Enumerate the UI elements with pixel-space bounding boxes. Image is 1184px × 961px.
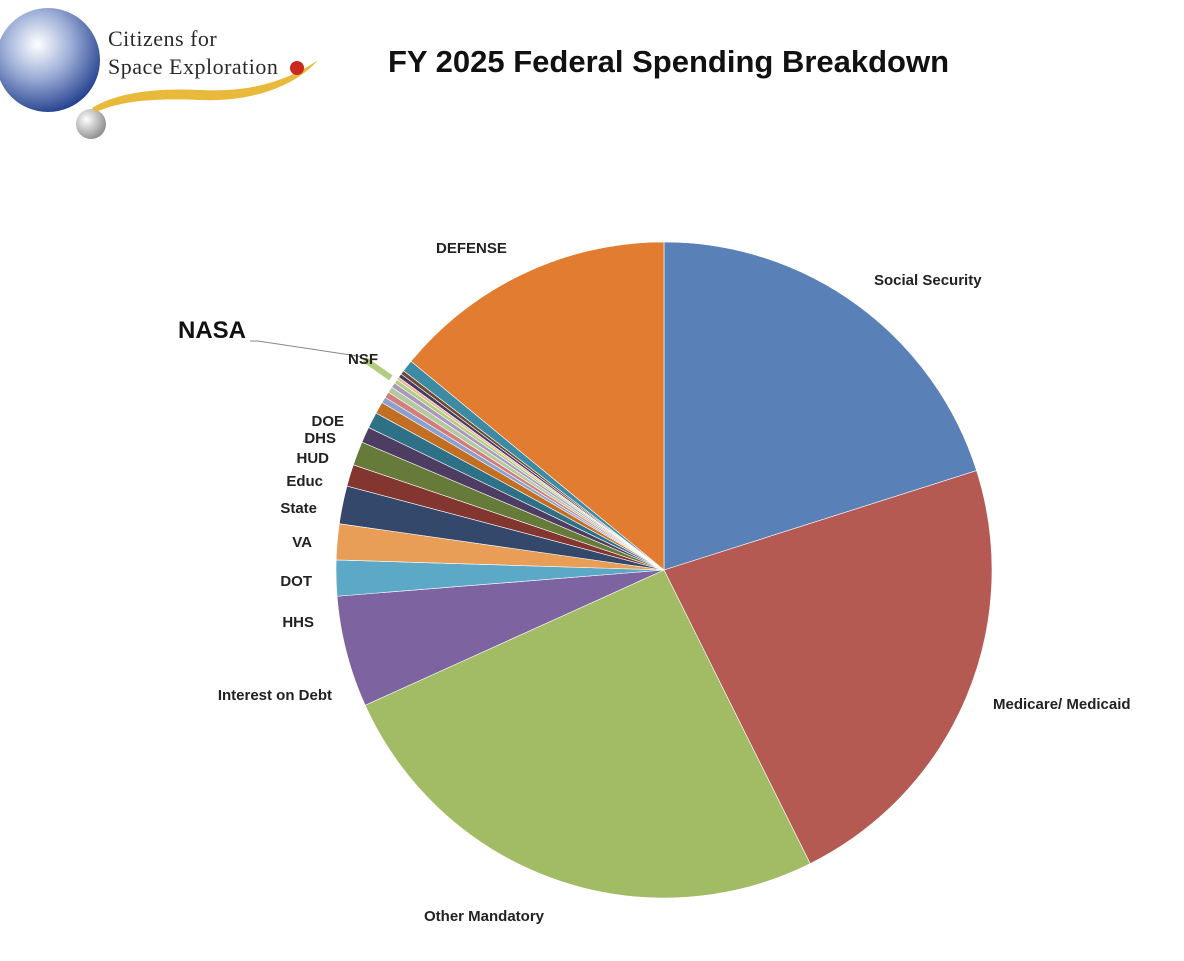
pie-label-nsf: NSF — [348, 351, 378, 368]
logo-line2: Space Exploration — [108, 54, 279, 79]
pie-label-state: State — [280, 500, 317, 517]
pie-label-hhs: HHS — [282, 614, 314, 631]
pie-label-hud: HUD — [297, 450, 330, 467]
logo: Citizens for Space Exploration — [0, 0, 340, 145]
pie-callouts — [250, 340, 393, 381]
logo-emblem — [0, 8, 318, 139]
pie-label-interest-on-debt: Interest on Debt — [218, 687, 332, 704]
pie-label-dhs: DHS — [304, 430, 336, 447]
pie-slices — [335, 241, 993, 899]
nasa-leader-line — [250, 340, 361, 357]
pie-label-va: VA — [292, 534, 312, 551]
pie-slice-social-security — [663, 241, 977, 571]
pie-label-medicare-medicaid: Medicare/ Medicaid — [993, 696, 1131, 713]
chart-title: FY 2025 Federal Spending Breakdown — [388, 44, 950, 79]
pie-slice-medicare-medicaid — [663, 470, 993, 865]
pie-label-other-mandatory: Other Mandatory — [424, 908, 545, 925]
pie-label-doe: DOE — [311, 413, 344, 430]
pie-label-defense: DEFENSE — [436, 240, 507, 257]
logo-line1: Citizens for — [108, 26, 218, 51]
nasa-exploded-wedge — [362, 357, 393, 381]
pie-slice-defense — [410, 241, 665, 571]
pie-label-educ: Educ — [286, 473, 323, 490]
pie-label-dot: DOT — [280, 573, 312, 590]
pie-labels: Social Security Medicare/ Medicaid Other M… — [178, 240, 1131, 925]
pie-slice-other-mandatory — [364, 569, 811, 899]
pie-label-social-security: Social Security — [874, 272, 982, 289]
pie-label-nasa: NASA — [178, 317, 246, 344]
